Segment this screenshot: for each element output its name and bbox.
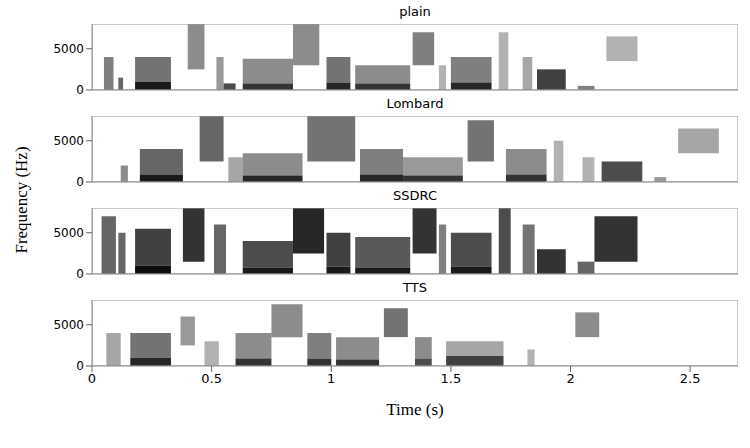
svg-text:5000: 5000 [53, 226, 84, 240]
svg-text:0.5: 0.5 [201, 371, 222, 386]
svg-text:0: 0 [76, 175, 84, 188]
svg-text:0: 0 [76, 83, 84, 96]
svg-text:5000: 5000 [53, 134, 84, 148]
svg-text:0: 0 [76, 359, 84, 373]
svg-text:1.5: 1.5 [441, 371, 462, 386]
svg-text:0: 0 [88, 371, 96, 386]
svg-text:5000: 5000 [53, 318, 84, 332]
svg-text:0: 0 [76, 267, 84, 280]
svg-text:2: 2 [566, 371, 574, 386]
html-text:SSDRC: SSDRC [393, 188, 437, 203]
svg-text:1: 1 [327, 371, 335, 386]
svg-text:2.5: 2.5 [680, 371, 701, 386]
html-text:plain: plain [399, 4, 431, 19]
html-text:Lombard: Lombard [386, 96, 444, 111]
svg-text:5000: 5000 [53, 42, 84, 56]
html-text:Frequency (Hz): Frequency (Hz) [12, 146, 31, 254]
html-text:Time (s): Time (s) [386, 400, 444, 419]
html-text:TTS: TTS [403, 280, 427, 295]
